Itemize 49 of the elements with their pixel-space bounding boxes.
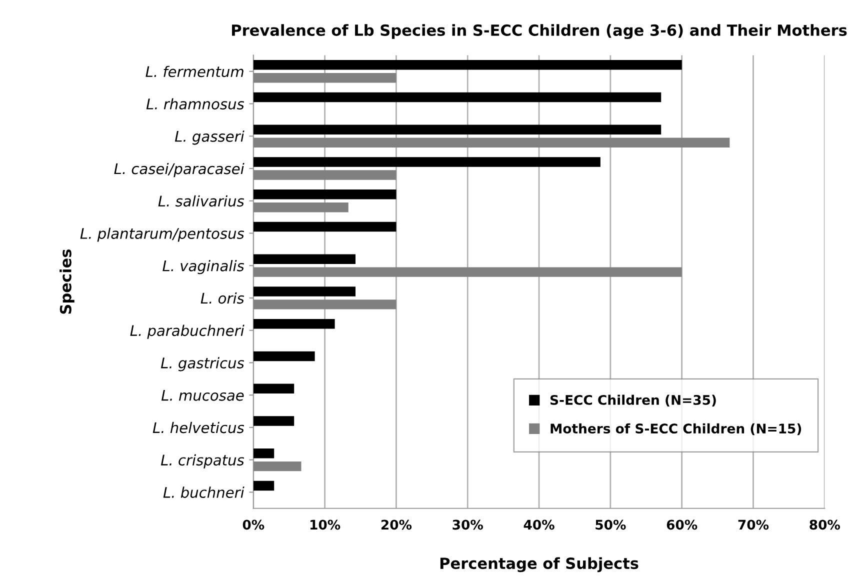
y-tick-label: L. gasseri	[174, 130, 244, 145]
bar	[253, 60, 682, 70]
bar	[253, 254, 356, 264]
bar	[253, 73, 396, 83]
legend-label: S-ECC Children (N=35)	[550, 394, 716, 406]
y-tick-label: L. casei/paracasei	[114, 162, 244, 178]
x-tick-label: 10%	[310, 520, 340, 530]
bar	[253, 92, 662, 102]
y-tick-label: L. gastricus	[160, 357, 244, 372]
y-tick-label: L. crispatus	[160, 454, 244, 468]
chart-title: Prevalence of Lb Species in S-ECC Children (age 3-6) and Their Mothers	[232, 24, 847, 40]
y-tick-label: L. parabuchneri	[130, 324, 244, 339]
x-tick-label: 80%	[810, 520, 840, 530]
bar	[253, 319, 335, 329]
bar	[253, 480, 274, 491]
y-tick-label: L. fermentum	[146, 66, 244, 78]
x-tick-label: 70%	[738, 520, 769, 530]
bar	[253, 461, 302, 472]
legend-label: Mothers of S-ECC Children (N=15)	[550, 423, 802, 436]
y-tick-label: L. vaginalis	[162, 260, 244, 274]
bar	[253, 222, 396, 232]
y-tick-label: L. mucosae	[161, 390, 244, 401]
bar	[253, 157, 600, 167]
bar	[253, 351, 315, 362]
bar	[253, 138, 730, 148]
bar	[253, 448, 274, 458]
x-tick-label: 30%	[452, 520, 483, 530]
x-tick-label: 20%	[381, 520, 412, 530]
bar	[253, 124, 662, 134]
y-tick-label: L. plantarum/pentosus	[80, 228, 244, 242]
bar	[253, 286, 356, 296]
y-tick-label: L. helveticus	[152, 422, 244, 434]
bar	[253, 170, 396, 180]
bar	[253, 267, 682, 277]
x-tick-label: 40%	[524, 520, 554, 530]
bar	[253, 202, 348, 212]
bar	[253, 384, 294, 394]
x-tick-label: 0%	[242, 520, 264, 530]
bar	[253, 416, 294, 426]
y-axis-title: Species	[60, 249, 74, 314]
x-axis-title: Percentage of Subjects	[440, 557, 638, 572]
x-tick-label: 50%	[596, 520, 626, 530]
y-tick-label: L. buchneri	[163, 486, 244, 498]
y-tick-label: L. oris	[200, 292, 244, 304]
x-tick-label: 60%	[666, 520, 698, 530]
bar	[253, 190, 396, 200]
y-tick-label: L. rhamnosus	[146, 98, 244, 110]
bar	[253, 300, 396, 310]
y-tick-label: L. salivarius	[158, 195, 244, 207]
